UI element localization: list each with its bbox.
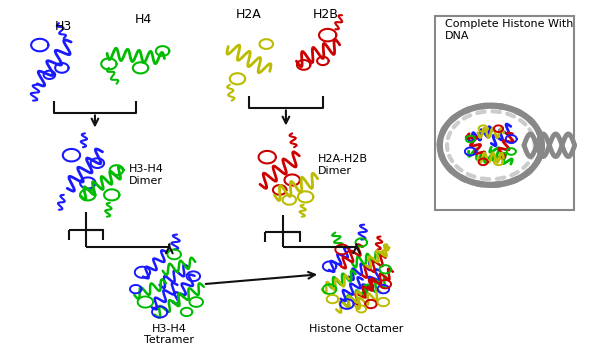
Text: Histone Octamer: Histone Octamer — [309, 324, 404, 334]
Bar — [435, 16, 574, 210]
Text: H4: H4 — [135, 13, 152, 26]
Text: H3: H3 — [55, 20, 73, 33]
Text: Complete Histone With
DNA: Complete Histone With DNA — [445, 19, 573, 41]
Text: H2B: H2B — [313, 8, 338, 21]
Text: H2A-H2B
Dimer: H2A-H2B Dimer — [318, 154, 368, 176]
Text: H2A: H2A — [236, 8, 262, 21]
Text: H3-H4
Tetramer: H3-H4 Tetramer — [145, 324, 194, 345]
Text: H3-H4
Dimer: H3-H4 Dimer — [129, 164, 164, 186]
